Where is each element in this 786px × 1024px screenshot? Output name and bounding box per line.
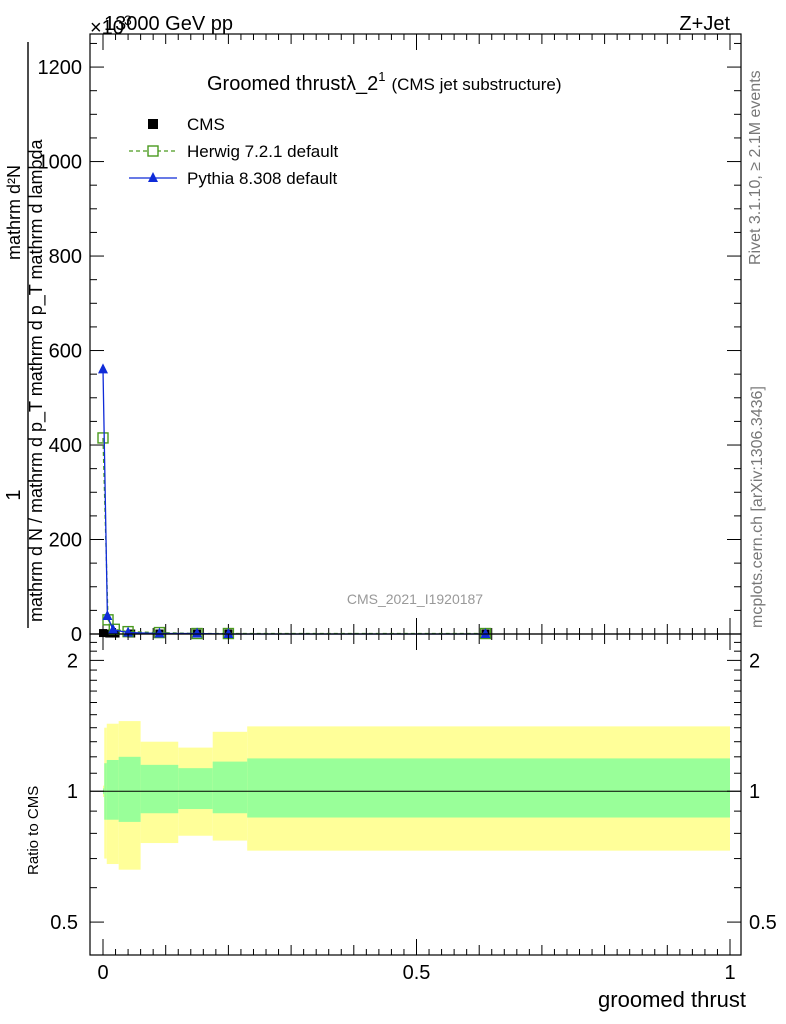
pythia-data-point [154,627,165,638]
mcplots-label: mcplots.cern.ch [arXiv:1306.3436] [749,386,766,628]
ratio-band-inner-bin [178,768,213,810]
herwig-data-point [97,432,109,444]
ratio-band-inner-bin [140,764,179,814]
x-tick-label: 1 [724,962,735,984]
y-tick-label: 1200 [38,57,83,79]
main-y-axis-label: 1 mathrm d N / mathrm d p_T mathrm d p_T… [3,42,47,628]
x-tick-label: 0 [97,962,108,984]
pythia-data-point [192,627,203,638]
pythia-data-point [108,623,119,634]
cms-data-point [99,629,107,638]
legend-entry-label: CMS [187,115,225,134]
pythia-data-point [98,363,108,374]
ratio-y-tick-label-left: 1 [67,781,78,803]
ratio-y-tick-label-left: 2 [67,650,78,672]
y-tick-label: 1000 [38,152,83,174]
legend-marker-pythia [148,172,158,182]
y-tick-label: 600 [49,341,82,363]
plot-title: Groomed thrustλ_21 (CMS jet substructure) [207,69,561,95]
legend-entry-label: Pythia 8.308 default [187,169,338,188]
y-tick-label: 400 [49,435,82,457]
process-label: Z+Jet [679,13,730,35]
ratio-band-inner-bin [118,756,141,822]
pythia-data-point [223,628,234,638]
main-plot-panel: 0 200 400 600 800 1000 1200 [38,33,742,646]
x-axis-label: groomed thrust [598,987,746,1012]
legend-marker-herwig [147,145,159,157]
ratio-band-inner-bin [247,758,730,818]
ratio-y-label: Ratio to CMS [25,786,42,875]
pythia-data-point [480,628,491,638]
y-tick-label: 800 [49,246,82,268]
rivet-label: Rivet 3.1.10, ≥ 2.1M events [747,70,764,265]
ratio-band-inner-bin [106,759,119,820]
ratio-y-tick-label-right: 0.5 [749,912,777,934]
legend-entry-label: Herwig 7.2.1 default [187,142,338,161]
y-tick-label: 0 [71,624,82,646]
y-label-denominator: mathrm d N / mathrm d p_T mathrm d p_T m… [26,139,47,622]
ratio-y-tick-label-right: 1 [749,781,760,803]
y-label-top: mathrm d²N [4,165,24,260]
watermark-label: CMS_2021_I1920187 [347,591,483,607]
ratio-plot-frame [89,633,742,956]
y-label-numerator: 1 [3,489,25,500]
y-tick-label: 200 [49,530,82,552]
pythia-data-point [102,610,113,621]
ratio-band-inner-bin [212,761,248,814]
energy-label: 13000 GeV pp [104,13,233,35]
legend-marker-cms [148,119,158,129]
ratio-plot-panel: 0 0.5 1 0.5 0.5 1 1 2 2 [50,633,777,984]
legend: CMS Herwig 7.2.1 default Pythia 8.308 defa… [129,115,338,188]
ratio-y-tick-label-left: 0.5 [50,912,78,934]
ratio-y-tick-label-right: 2 [749,650,760,672]
x-tick-label: 0.5 [403,962,431,984]
